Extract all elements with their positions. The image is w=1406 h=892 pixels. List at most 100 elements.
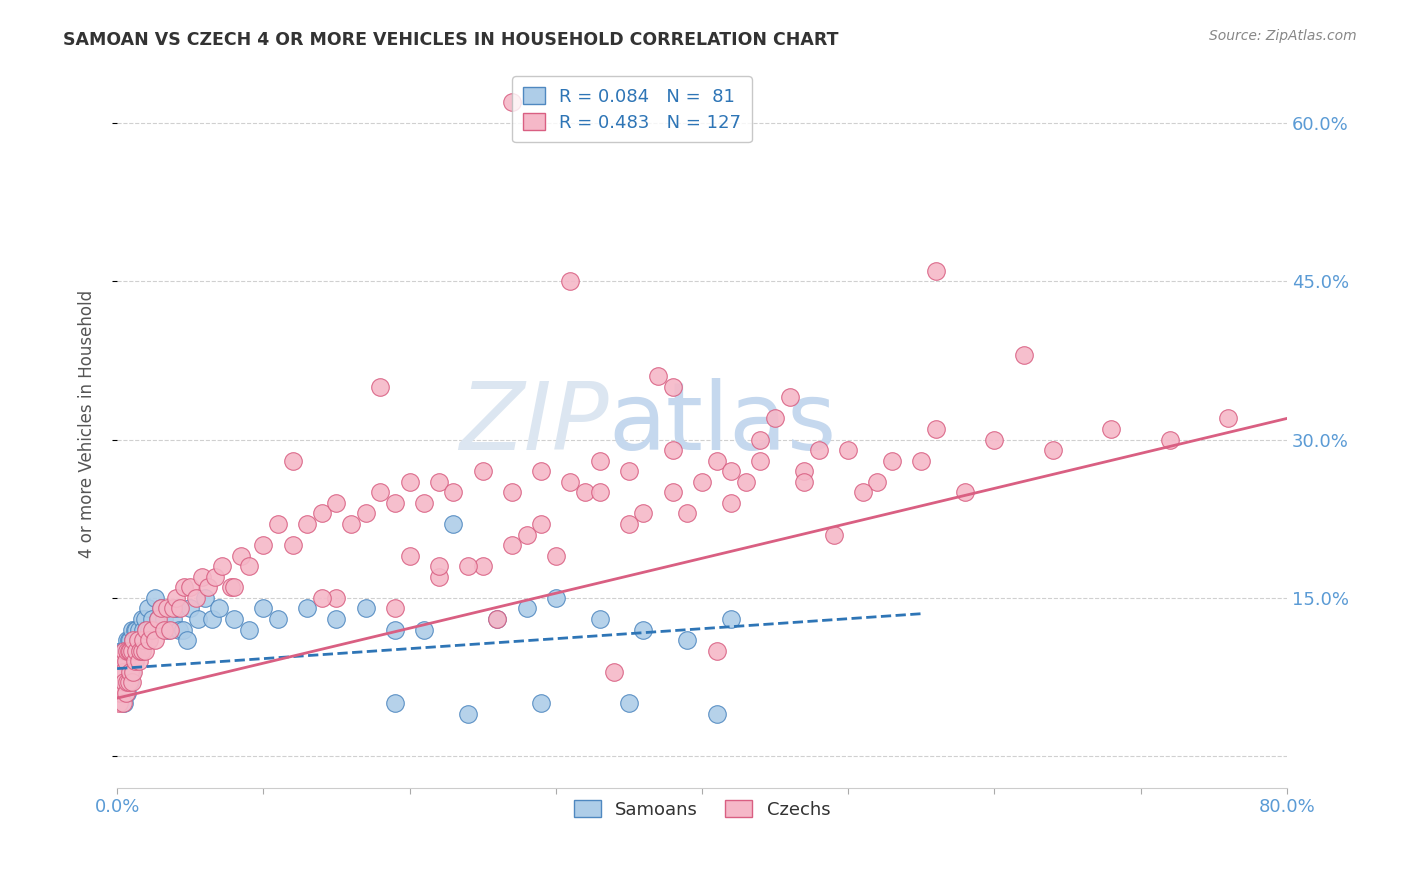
Point (515, 527, 537, 541)
Point (111, 686, 134, 700)
Point (720, 612, 742, 626)
Point (588, 485, 610, 500)
Point (837, 443, 859, 458)
Point (179, 580, 201, 594)
Point (141, 612, 163, 626)
Point (588, 453, 610, 467)
Point (134, 643, 156, 657)
Point (120, 633, 142, 648)
Point (617, 464, 640, 478)
Point (211, 559, 233, 574)
Point (135, 623, 157, 637)
Point (852, 485, 875, 500)
Point (823, 527, 845, 541)
Point (201, 612, 224, 626)
Point (779, 390, 801, 404)
Point (110, 643, 132, 657)
Point (925, 422, 948, 436)
Point (179, 601, 201, 615)
Point (530, 516, 553, 531)
Point (120, 675, 142, 690)
Point (219, 580, 242, 594)
Point (676, 633, 699, 648)
Point (186, 612, 208, 626)
Point (267, 612, 290, 626)
Point (384, 697, 406, 711)
Y-axis label: 4 or more Vehicles in Household: 4 or more Vehicles in Household (79, 290, 96, 558)
Point (295, 601, 318, 615)
Point (124, 643, 146, 657)
Point (530, 697, 553, 711)
Point (121, 665, 143, 679)
Point (111, 643, 134, 657)
Point (384, 623, 406, 637)
Point (793, 475, 815, 489)
Point (125, 623, 148, 637)
Point (311, 507, 333, 521)
Point (1012, 348, 1035, 362)
Point (398, 549, 420, 563)
Point (676, 507, 699, 521)
Point (120, 643, 142, 657)
Point (131, 612, 153, 626)
Point (354, 507, 377, 521)
Point (471, 559, 494, 574)
Point (267, 516, 290, 531)
Text: Source: ZipAtlas.com: Source: ZipAtlas.com (1209, 29, 1357, 43)
Point (603, 665, 626, 679)
Point (706, 706, 728, 721)
Point (588, 612, 610, 626)
Point (222, 580, 245, 594)
Point (1159, 433, 1181, 447)
Point (112, 654, 135, 668)
Point (325, 591, 347, 605)
Point (763, 411, 786, 425)
Point (749, 433, 772, 447)
Point (149, 601, 172, 615)
Point (129, 633, 152, 648)
Point (471, 464, 494, 478)
Point (112, 675, 135, 690)
Point (441, 485, 464, 500)
Point (110, 686, 132, 700)
Point (560, 274, 582, 288)
Point (136, 601, 159, 615)
Point (176, 633, 198, 648)
Point (457, 706, 479, 721)
Point (486, 612, 509, 626)
Point (807, 443, 830, 458)
Point (135, 623, 157, 637)
Point (120, 654, 142, 668)
Point (132, 623, 155, 637)
Point (146, 612, 169, 626)
Point (138, 623, 160, 637)
Point (238, 623, 260, 637)
Point (281, 538, 304, 552)
Point (1042, 443, 1064, 458)
Point (138, 633, 160, 648)
Point (544, 591, 567, 605)
Point (112, 675, 135, 690)
Point (108, 675, 131, 690)
Point (1218, 411, 1240, 425)
Point (910, 453, 932, 467)
Text: atlas: atlas (609, 377, 837, 470)
Point (143, 633, 166, 648)
Point (112, 643, 135, 657)
Point (124, 654, 146, 668)
Point (107, 697, 129, 711)
Point (368, 485, 391, 500)
Point (427, 570, 450, 584)
Point (661, 380, 683, 394)
Point (574, 485, 596, 500)
Point (925, 263, 948, 277)
Point (117, 633, 139, 648)
Point (197, 580, 219, 594)
Point (127, 633, 149, 648)
Point (149, 601, 172, 615)
Point (311, 591, 333, 605)
Point (115, 686, 138, 700)
Point (793, 464, 815, 478)
Point (120, 665, 142, 679)
Point (115, 654, 138, 668)
